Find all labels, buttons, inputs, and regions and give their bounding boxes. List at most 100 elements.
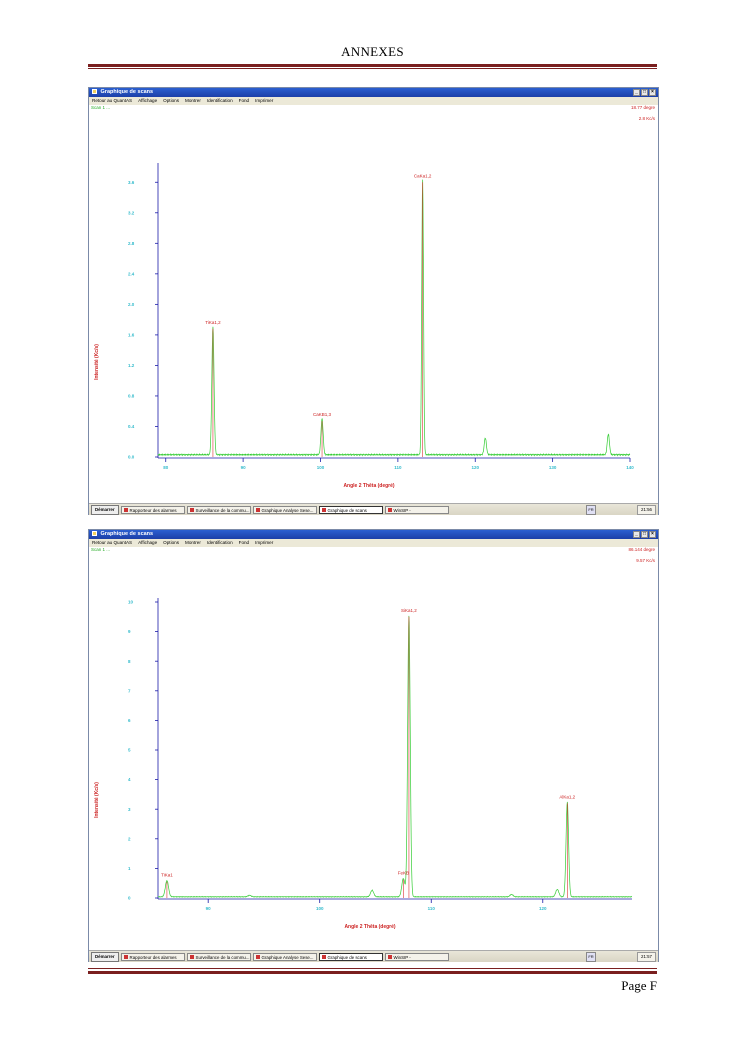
footer-rule <box>88 971 657 974</box>
window-title: Graphique de scans <box>100 89 154 95</box>
status-line: Scan 1 ... <box>91 105 110 110</box>
peak-label: TiKa1,2 <box>205 320 221 325</box>
tray-clock: 21:56 <box>641 507 652 512</box>
y-tick-label: 0.8 <box>128 394 135 399</box>
y-tick-label: 10 <box>128 600 134 605</box>
taskbar: Démarrer Rapporteur des alarmes Surveill… <box>89 950 658 962</box>
peak-label: FeKB <box>398 871 409 876</box>
intensity-readout: 9.57 Kc/s <box>636 558 656 563</box>
x-tick-label: 100 <box>316 906 324 911</box>
scan-plot-area[interactable]: Scan 1 ... 18.77 degre 2.8 Kc/s 0.0 0.4 0.8 1.… <box>89 105 658 503</box>
menu-item-identification[interactable]: Identification <box>206 98 233 103</box>
y-tick-label: 1 <box>128 866 131 871</box>
window-title: Graphique de scans <box>100 531 154 537</box>
x-tick-label: 90 <box>206 906 212 911</box>
x-tick-label: 80 <box>163 465 169 470</box>
minimize-button[interactable]: _ <box>633 531 640 538</box>
system-tray: 21:56 <box>637 505 656 515</box>
taskbar-item-alarmes[interactable]: Rapporteur des alarmes <box>120 952 185 961</box>
keyboard-language-icon[interactable]: FR <box>586 505 596 515</box>
x-axis-label: Angle 2 Thêta (degré) <box>343 483 394 489</box>
taskbar-item-winsip[interactable]: WinSIP - <box>384 952 449 961</box>
x-tick-label: 140 <box>626 465 634 470</box>
y-tick-label: 2.0 <box>128 302 135 307</box>
y-tick-label: 2.4 <box>128 271 135 276</box>
close-button[interactable]: × <box>649 89 656 96</box>
y-tick-label: 3.2 <box>128 210 135 215</box>
x-tick-label: 100 <box>317 465 325 470</box>
taskbar-item-surveillance[interactable]: Surveillance de la commu... <box>186 505 251 514</box>
x-tick-label: 90 <box>241 465 247 470</box>
menu-item-fond[interactable]: Fond <box>238 540 250 545</box>
taskbar-item-analyse[interactable]: Graphique Analyse Sese... <box>252 952 317 961</box>
menu-item-montrer[interactable]: Montrer <box>185 540 201 545</box>
menu-bar: Retour au QuantAS Affichage Options Mont… <box>89 539 658 547</box>
keyboard-language-icon[interactable]: FR <box>586 952 596 962</box>
scan-chart-1: Scan 1 ... 18.77 degre 2.8 Kc/s 0.0 0.4 0.8 1.… <box>91 105 656 489</box>
menu-item-fond[interactable]: Fond <box>238 98 250 103</box>
footer-rule-thin <box>88 968 657 969</box>
peak-label: CaKa1,2 <box>414 173 432 178</box>
intensity-readout: 2.8 Kc/s <box>639 116 656 121</box>
taskbar-item-analyse[interactable]: Graphique Analyse Sese... <box>252 505 317 514</box>
angle-readout: 18.77 degre <box>631 105 656 110</box>
maximize-button[interactable]: □ <box>641 89 648 96</box>
tray-clock: 21:57 <box>641 954 652 959</box>
taskbar-item-scans[interactable]: Graphique de scans <box>318 505 383 514</box>
system-tray: 21:57 <box>637 952 656 962</box>
close-button[interactable]: × <box>649 531 656 538</box>
page-header: ANNEXES <box>341 44 404 59</box>
y-tick-label: 0.0 <box>128 455 135 460</box>
x-tick-label: 110 <box>394 465 402 470</box>
menu-item-options[interactable]: Options <box>163 98 180 103</box>
menu-bar: Retour au QuantAS Affichage Options Mont… <box>89 97 658 105</box>
y-tick-label: 3 <box>128 807 131 812</box>
menu-item-imprimer[interactable]: Imprimer <box>255 98 274 103</box>
header-rule-thin <box>88 68 657 69</box>
spectrum-line <box>157 179 631 457</box>
minimize-button[interactable]: _ <box>633 89 640 96</box>
x-tick-label: 130 <box>549 465 557 470</box>
menu-item-retour[interactable]: Retour au QuantAS <box>92 98 133 103</box>
start-button[interactable]: Démarrer <box>91 951 119 962</box>
angle-readout: 86.144 degre <box>628 547 655 552</box>
menu-item-imprimer[interactable]: Imprimer <box>255 540 274 545</box>
x-axis-label: Angle 2 Thêta (degré) <box>344 924 395 930</box>
menu-item-retour[interactable]: Retour au QuantAS <box>92 540 133 545</box>
app-icon <box>92 531 97 537</box>
menu-item-affichage[interactable]: Affichage <box>138 98 158 103</box>
x-tick-label: 120 <box>471 465 479 470</box>
app-icon <box>92 89 97 95</box>
scan-plot-area[interactable]: Scan 1 ... 86.144 degre 9.57 Kc/s 0 1 2 3 4 5 6 7 8… <box>89 547 658 950</box>
peak-label: CaKB1,3 <box>313 412 332 417</box>
taskbar: Démarrer Rapporteur des alarmes Surveill… <box>89 503 658 515</box>
header-rule <box>88 64 657 67</box>
taskbar-item-winsip[interactable]: WinSIP - <box>384 505 449 514</box>
menu-item-affichage[interactable]: Affichage <box>138 540 158 545</box>
scan-chart-2: Scan 1 ... 86.144 degre 9.57 Kc/s 0 1 2 3 4 5 6 7 8… <box>91 547 656 930</box>
maximize-button[interactable]: □ <box>641 531 648 538</box>
peak-label: SiKa1,2 <box>401 608 417 613</box>
x-tick-label: 120 <box>539 906 547 911</box>
y-axis-label: Intensité (Kc/s) <box>94 344 100 380</box>
screenshot-1: Graphique de scans _ □ × Retour au Quant… <box>88 87 659 515</box>
page-number: Page F <box>621 978 657 993</box>
start-button[interactable]: Démarrer <box>91 504 119 515</box>
menu-item-identification[interactable]: Identification <box>206 540 233 545</box>
taskbar-item-surveillance[interactable]: Surveillance de la commu... <box>186 952 251 961</box>
y-tick-label: 4 <box>128 777 131 782</box>
y-tick-label: 1.2 <box>128 363 135 368</box>
y-tick-label: 8 <box>128 659 131 664</box>
menu-item-options[interactable]: Options <box>163 540 180 545</box>
status-line: Scan 1 ... <box>91 547 110 552</box>
taskbar-item-scans[interactable]: Graphique de scans <box>318 952 383 961</box>
taskbar-item-alarmes[interactable]: Rapporteur des alarmes <box>120 505 185 514</box>
y-tick-label: 0 <box>128 896 131 901</box>
y-tick-label: 6 <box>128 718 131 723</box>
window-titlebar: Graphique de scans _ □ × <box>89 530 658 539</box>
y-tick-label: 9 <box>128 629 131 634</box>
y-tick-label: 2 <box>128 836 131 841</box>
menu-item-montrer[interactable]: Montrer <box>185 98 201 103</box>
y-tick-label: 3.6 <box>128 180 135 185</box>
y-tick-label: 0.4 <box>128 424 135 429</box>
